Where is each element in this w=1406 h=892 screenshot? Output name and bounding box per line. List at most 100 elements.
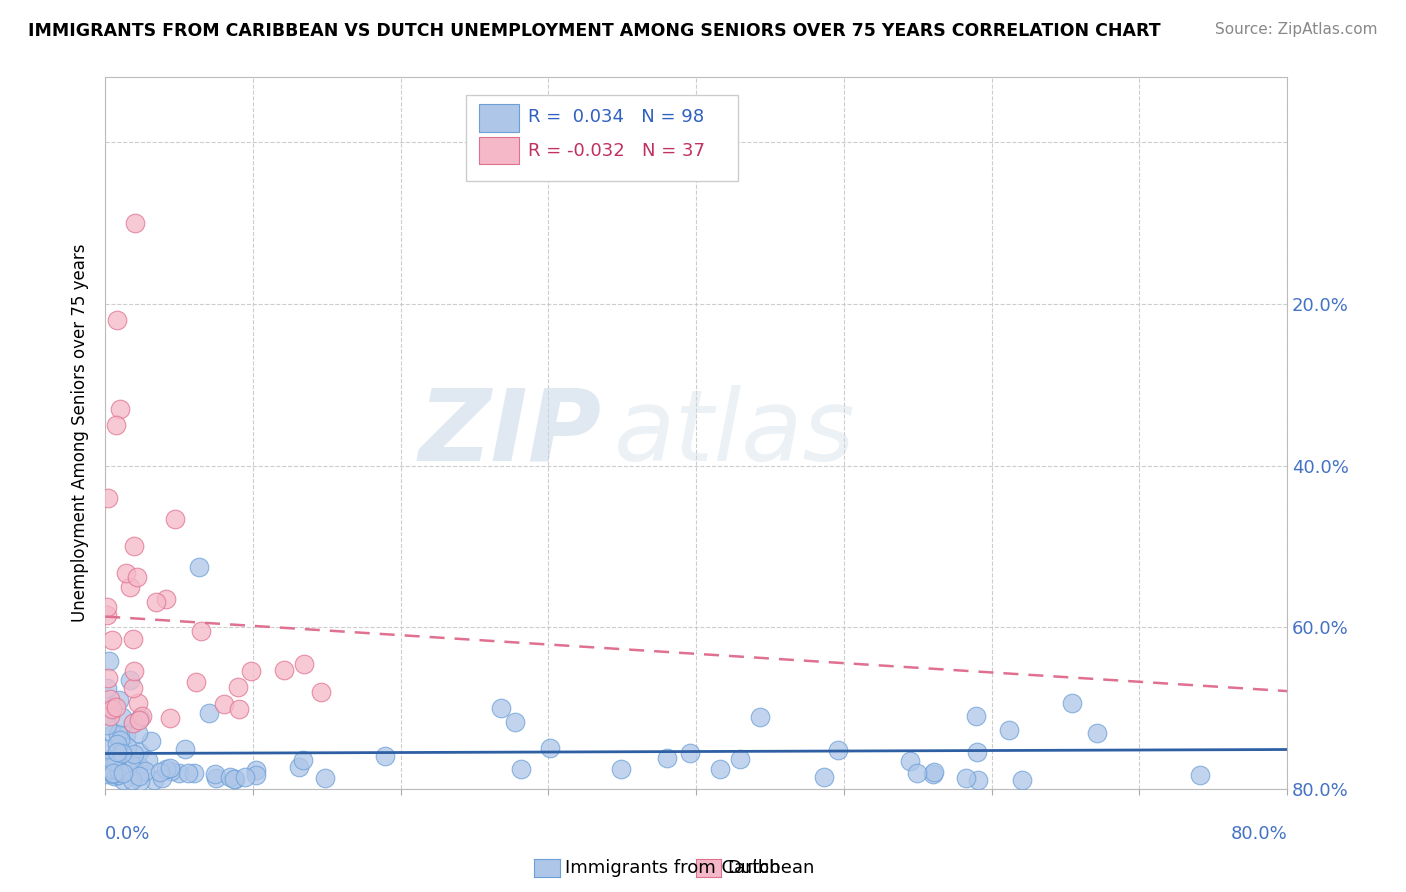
- FancyBboxPatch shape: [478, 137, 519, 164]
- Point: [107, 746, 129, 760]
- Point: [997, 723, 1019, 737]
- Point: [103, 766, 125, 780]
- Point: [115, 728, 138, 742]
- Point: [190, 624, 212, 638]
- Point: [128, 745, 150, 759]
- Point: [107, 768, 129, 782]
- Point: [730, 752, 752, 766]
- Text: IMMIGRANTS FROM CARIBBEAN VS DUTCH UNEMPLOYMENT AMONG SENIORS OVER 75 YEARS CORR: IMMIGRANTS FROM CARIBBEAN VS DUTCH UNEMP…: [28, 22, 1161, 40]
- Y-axis label: Unemployment Among Seniors over 75 years: Unemployment Among Seniors over 75 years: [72, 244, 89, 623]
- Point: [226, 680, 249, 694]
- Point: [709, 762, 731, 776]
- Point: [96, 681, 118, 695]
- Point: [183, 765, 205, 780]
- Point: [128, 769, 150, 783]
- Point: [128, 773, 150, 788]
- Point: [128, 713, 150, 727]
- Text: R = -0.032   N = 37: R = -0.032 N = 37: [529, 142, 706, 160]
- Point: [374, 748, 396, 763]
- Point: [120, 673, 142, 687]
- Point: [121, 758, 143, 772]
- Point: [505, 714, 527, 729]
- Point: [101, 698, 124, 713]
- Point: [309, 685, 332, 699]
- Point: [233, 771, 256, 785]
- Point: [955, 771, 977, 785]
- Point: [142, 772, 165, 787]
- Point: [922, 766, 945, 780]
- Point: [118, 581, 141, 595]
- FancyBboxPatch shape: [465, 95, 738, 180]
- Point: [184, 674, 207, 689]
- Point: [159, 710, 181, 724]
- Point: [122, 665, 145, 679]
- Point: [177, 766, 200, 780]
- Point: [198, 706, 221, 721]
- Point: [155, 591, 177, 606]
- Point: [100, 752, 122, 766]
- Point: [1060, 696, 1083, 710]
- Point: [124, 216, 146, 230]
- Point: [218, 770, 240, 784]
- Point: [96, 600, 118, 615]
- Point: [122, 632, 145, 646]
- Point: [1011, 773, 1033, 788]
- Point: [149, 764, 172, 779]
- Point: [98, 708, 121, 723]
- Point: [127, 696, 149, 710]
- Point: [748, 709, 770, 723]
- Point: [1085, 726, 1108, 740]
- Point: [103, 769, 125, 783]
- Point: [107, 727, 129, 741]
- Point: [96, 706, 118, 721]
- Point: [98, 761, 121, 775]
- Point: [657, 751, 679, 765]
- FancyBboxPatch shape: [478, 104, 519, 131]
- Point: [121, 716, 143, 731]
- Point: [97, 654, 120, 668]
- Point: [538, 740, 561, 755]
- Point: [105, 746, 128, 760]
- Point: [104, 700, 127, 714]
- Point: [108, 733, 131, 747]
- Point: [145, 595, 167, 609]
- Point: [163, 512, 186, 526]
- Text: 80.0%: 80.0%: [1230, 824, 1286, 843]
- Point: [100, 763, 122, 777]
- Point: [294, 657, 316, 672]
- Point: [108, 401, 131, 416]
- Text: ZIP: ZIP: [419, 384, 602, 482]
- Point: [965, 708, 987, 723]
- Point: [104, 418, 127, 433]
- Point: [155, 762, 177, 776]
- Point: [224, 772, 246, 786]
- Point: [966, 745, 988, 759]
- Point: [101, 727, 124, 741]
- Point: [228, 702, 250, 716]
- Point: [489, 700, 512, 714]
- Text: Dutch: Dutch: [727, 859, 780, 877]
- Point: [212, 698, 235, 712]
- Point: [98, 692, 121, 706]
- Point: [131, 709, 153, 723]
- Point: [160, 764, 183, 779]
- Point: [96, 671, 118, 685]
- Point: [134, 764, 156, 778]
- Point: [679, 746, 702, 760]
- Point: [125, 570, 148, 584]
- Point: [112, 766, 135, 780]
- Point: [139, 734, 162, 748]
- Point: [224, 772, 246, 787]
- Point: [122, 540, 145, 554]
- Point: [96, 742, 118, 756]
- Point: [288, 760, 311, 774]
- Text: R =  0.034   N = 98: R = 0.034 N = 98: [529, 108, 704, 127]
- Point: [610, 762, 633, 776]
- Point: [107, 693, 129, 707]
- Text: 0.0%: 0.0%: [105, 824, 150, 843]
- Point: [121, 715, 143, 730]
- Point: [110, 746, 132, 760]
- Point: [96, 607, 118, 622]
- Point: [905, 766, 928, 780]
- Point: [97, 491, 120, 505]
